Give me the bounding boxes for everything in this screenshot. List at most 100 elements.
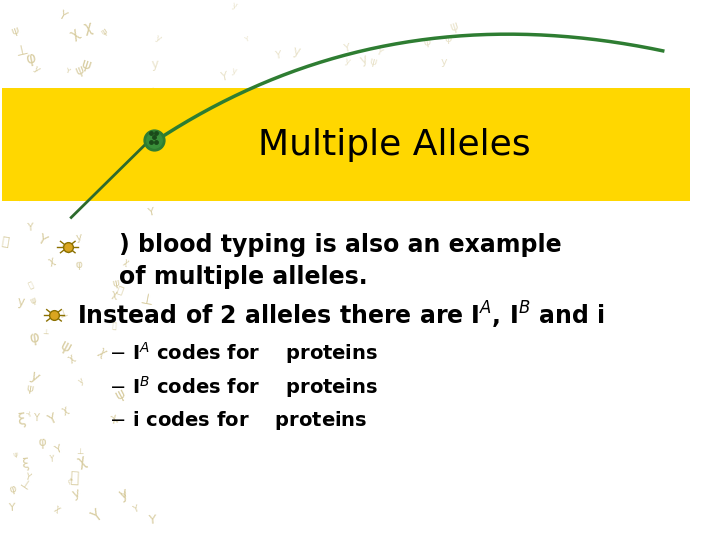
Text: Y: Y	[56, 8, 68, 23]
Text: y: y	[230, 66, 237, 76]
Text: Υ: Υ	[53, 444, 63, 456]
Text: Y: Y	[245, 36, 251, 43]
Text: ψ: ψ	[106, 180, 115, 191]
Text: y: y	[76, 233, 83, 244]
Text: ⊥: ⊥	[58, 307, 69, 320]
Text: y: y	[292, 44, 302, 58]
Text: y: y	[230, 1, 238, 11]
Text: y: y	[76, 376, 85, 386]
Text: y: y	[26, 114, 33, 127]
Text: χ: χ	[60, 405, 71, 416]
Text: ψ: ψ	[73, 63, 86, 78]
Text: ξ: ξ	[66, 180, 80, 195]
Text: Υ: Υ	[35, 231, 49, 247]
Text: Y: Y	[274, 50, 282, 61]
Text: y: y	[70, 487, 81, 501]
Text: χ: χ	[109, 413, 119, 424]
Text: y: y	[118, 144, 129, 156]
Text: ψ: ψ	[113, 386, 127, 403]
Text: Υ: Υ	[27, 222, 33, 233]
Text: ψ: ψ	[100, 26, 109, 37]
Text: Y: Y	[148, 514, 157, 527]
Text: χ: χ	[53, 504, 63, 514]
Text: Y: Y	[49, 454, 54, 463]
Text: ψ: ψ	[444, 33, 452, 44]
Text: y: y	[42, 187, 53, 202]
Text: φ: φ	[24, 50, 36, 67]
Text: φ: φ	[28, 329, 40, 346]
Text: ⊥: ⊥	[14, 43, 30, 59]
Text: ⊥: ⊥	[17, 477, 33, 494]
Text: ψ: ψ	[26, 383, 35, 394]
Text: y: y	[154, 33, 163, 44]
Text: ⟂: ⟂	[69, 470, 79, 485]
Text: y: y	[70, 133, 76, 144]
Text: y: y	[27, 369, 42, 386]
Text: y: y	[32, 64, 42, 74]
Text: ψ: ψ	[449, 19, 460, 33]
Text: ψ: ψ	[112, 278, 120, 288]
Text: ξ: ξ	[45, 160, 55, 172]
Text: Y: Y	[225, 90, 235, 102]
Text: ⟂: ⟂	[115, 284, 125, 295]
Text: y: y	[260, 85, 269, 97]
Text: $-$ I$^B$ codes for    proteins: $-$ I$^B$ codes for proteins	[109, 374, 378, 400]
Text: χ: χ	[95, 345, 109, 359]
Text: Y: Y	[24, 472, 32, 482]
Text: χ: χ	[71, 164, 78, 172]
Text: ⟂: ⟂	[1, 235, 10, 249]
Text: χ: χ	[122, 257, 130, 267]
Text: ⊥: ⊥	[42, 329, 49, 336]
Text: φ: φ	[8, 484, 17, 495]
Text: Y: Y	[147, 206, 156, 218]
Text: Υ: Υ	[9, 503, 16, 513]
Text: ) blood typing is also an example: ) blood typing is also an example	[120, 233, 562, 258]
Text: Y: Y	[13, 194, 23, 204]
Text: χ: χ	[66, 352, 76, 363]
Text: ⟂: ⟂	[27, 280, 35, 290]
Text: Y: Y	[374, 46, 383, 57]
Text: of multiple alleles.: of multiple alleles.	[120, 265, 368, 288]
Text: y: y	[358, 53, 369, 68]
Text: y: y	[343, 56, 351, 66]
Text: φ: φ	[37, 436, 46, 449]
Text: Υ: Υ	[89, 508, 104, 525]
Text: χ: χ	[82, 19, 94, 36]
Text: ξ: ξ	[21, 457, 29, 471]
Text: y: y	[17, 295, 25, 309]
Text: ⊥: ⊥	[76, 447, 84, 456]
Text: χ: χ	[111, 289, 118, 300]
Text: Υ: Υ	[32, 413, 39, 423]
Text: ξ: ξ	[17, 412, 26, 428]
Text: φ: φ	[75, 260, 83, 270]
Text: Υ: Υ	[65, 68, 71, 75]
Text: Y: Y	[343, 43, 351, 53]
Text: ξ: ξ	[4, 154, 19, 172]
Text: χ: χ	[2, 173, 14, 188]
Text: ψ: ψ	[58, 338, 73, 356]
Text: ψ: ψ	[422, 37, 431, 49]
FancyBboxPatch shape	[2, 89, 690, 201]
Text: y: y	[117, 486, 130, 503]
Text: y: y	[315, 93, 325, 105]
Text: ⟂: ⟂	[148, 110, 156, 120]
Text: y: y	[151, 57, 159, 71]
Text: ψ: ψ	[29, 295, 38, 306]
Text: y: y	[84, 158, 93, 168]
Text: Υ: Υ	[132, 504, 140, 515]
Text: ⊥: ⊥	[140, 291, 155, 308]
Text: Υ: Υ	[26, 411, 32, 419]
Text: y: y	[441, 57, 447, 66]
Text: $-$ i codes for    proteins: $-$ i codes for proteins	[109, 409, 367, 432]
Text: χ: χ	[47, 255, 57, 267]
Text: φ: φ	[128, 140, 142, 156]
Text: ⟂: ⟂	[112, 321, 117, 331]
Text: χ: χ	[68, 26, 82, 42]
Text: Υ: Υ	[120, 491, 127, 499]
Text: ξ: ξ	[61, 244, 71, 255]
Text: ψ: ψ	[12, 451, 18, 458]
Text: Y: Y	[220, 70, 230, 84]
Text: ξ: ξ	[66, 477, 73, 484]
Text: χ: χ	[76, 453, 89, 470]
Text: ψ: ψ	[11, 25, 21, 37]
